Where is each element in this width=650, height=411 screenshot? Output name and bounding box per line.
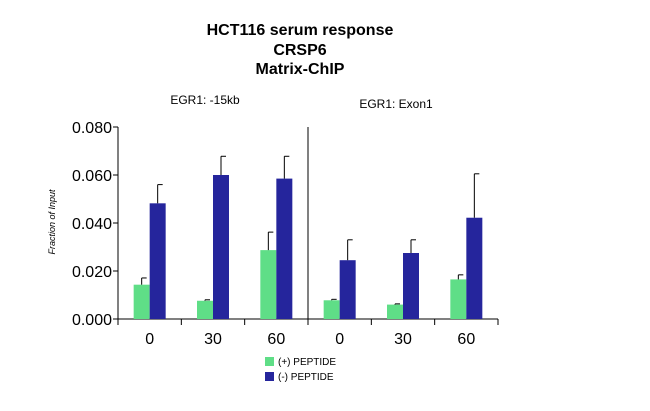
bar-minus-peptide [276, 178, 293, 319]
legend-label-plus: (+) PEPTIDE [278, 357, 336, 368]
bar-minus-peptide [213, 175, 229, 319]
bar-minus-peptide [149, 203, 166, 319]
bar-minus-peptide [466, 217, 483, 319]
bar-plus-peptide [387, 304, 403, 319]
bar-minus-peptide [339, 260, 356, 319]
y-tick-label: 0.020 [72, 264, 112, 281]
x-tick-label: 0 [145, 331, 154, 348]
y-tick-label: 0.000 [72, 312, 112, 329]
x-tick-label: 30 [204, 331, 222, 348]
y-tick-label: 0.040 [72, 216, 112, 233]
legend-swatch-plus [265, 357, 274, 366]
legend: (+) PEPTIDE (-) PEPTIDE [265, 357, 336, 383]
y-axis-label: Fraction of Input [47, 189, 57, 255]
panel-title-left: EGR1: -15kb [170, 93, 240, 107]
y-tick-label: 0.060 [72, 168, 112, 185]
chart-title-line-3: Matrix-ChIP [256, 61, 345, 78]
bar-plus-peptide [260, 250, 277, 319]
legend-label-minus: (-) PEPTIDE [278, 372, 334, 383]
legend-swatch-minus [265, 372, 274, 381]
x-tick-label: 0 [335, 331, 344, 348]
tick-labels: 0.000 0.020 0.040 0.060 0.080 0 30 60 0 30 60 [72, 120, 475, 348]
bars [133, 155, 483, 319]
bar-plus-peptide [450, 279, 467, 319]
x-tick-label: 60 [457, 331, 475, 348]
y-tick-label: 0.080 [72, 120, 112, 137]
chart-title-line-2: CRSP6 [273, 42, 326, 59]
x-tick-label: 60 [267, 331, 285, 348]
bar-plus-peptide [197, 300, 213, 319]
bar-plus-peptide [133, 284, 150, 319]
bar-plus-peptide [323, 300, 340, 319]
chart-title-line-1: HCT116 serum response [207, 22, 394, 39]
bar-minus-peptide [403, 253, 419, 319]
panel-title-right: EGR1: Exon1 [359, 97, 433, 111]
x-tick-label: 30 [394, 331, 412, 348]
axes [113, 126, 499, 325]
